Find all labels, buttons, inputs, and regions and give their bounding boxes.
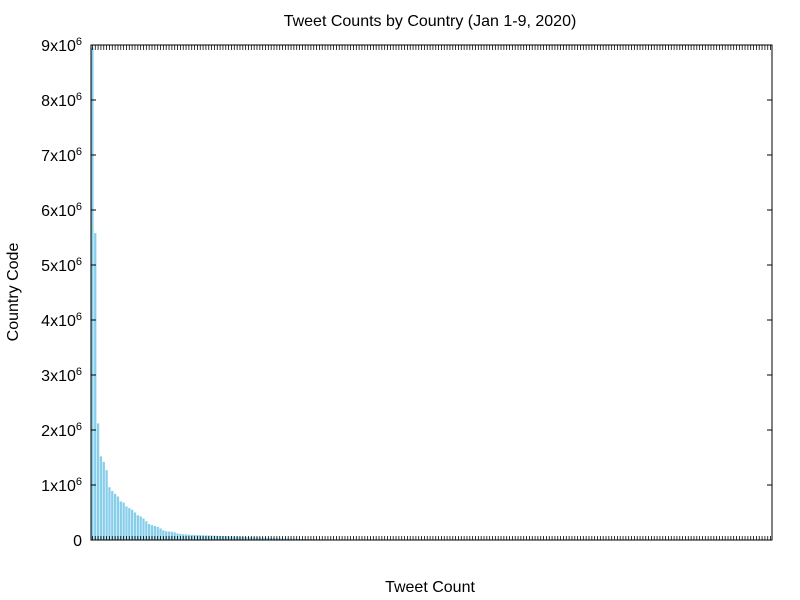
bar: [165, 531, 168, 540]
bar: [170, 531, 173, 540]
plot-frame: [90, 44, 773, 541]
x-axis-label: Tweet Count: [385, 579, 475, 596]
y-tick-label: 7x106: [41, 146, 82, 165]
y-axis-label: Country Code: [5, 243, 22, 342]
x-axis-ticks: [92, 45, 771, 540]
y-tick-label: 3x106: [41, 366, 82, 385]
bar: [102, 461, 105, 540]
bar: [108, 487, 111, 540]
bar: [159, 528, 162, 540]
bar: [128, 508, 131, 540]
bar: [162, 530, 165, 541]
chart-title: Tweet Counts by Country (Jan 1-9, 2020): [284, 13, 577, 30]
y-tick-label: 4x106: [41, 311, 82, 330]
bar: [125, 506, 128, 540]
bar-series: [91, 47, 528, 541]
y-tick-label: 1x106: [41, 476, 82, 495]
bar: [139, 516, 142, 540]
bar: [148, 524, 151, 540]
y-axis-ticks: 0 1x106 2x106 3x106 4x106 5x106 6x106 7x106 8x10…: [41, 36, 772, 550]
bar: [156, 526, 159, 540]
y-tick-label: 6x106: [41, 201, 82, 220]
bar: [94, 233, 97, 540]
bar: [133, 512, 137, 540]
y-tick-label: 9x106: [41, 36, 82, 55]
bar: [150, 525, 154, 540]
y-tick-label: 0: [73, 533, 82, 550]
bar: [111, 491, 114, 540]
bar: [136, 515, 139, 540]
bar: [167, 531, 171, 541]
bar: [131, 509, 134, 540]
bar: [99, 456, 103, 540]
bar: [119, 501, 122, 540]
bar: [105, 470, 108, 540]
y-tick-label: 5x106: [41, 256, 82, 275]
bar: [91, 47, 94, 540]
bar: [96, 423, 100, 540]
bar: [153, 525, 156, 540]
bar: [113, 493, 117, 540]
bar: [142, 518, 145, 540]
bar: [122, 502, 125, 540]
y-tick-label: 8x106: [41, 91, 82, 110]
bar: [145, 521, 148, 540]
bar: [116, 496, 120, 540]
y-tick-label: 2x106: [41, 421, 82, 440]
